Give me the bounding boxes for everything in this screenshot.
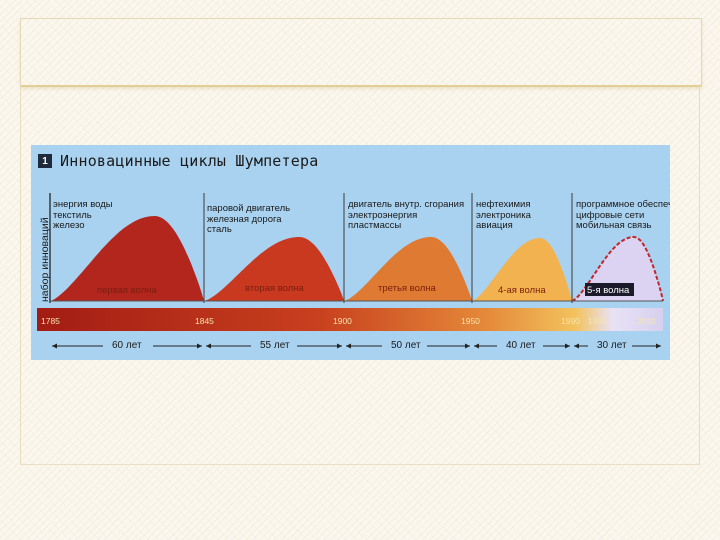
figure-title: Инновацинные циклы Шумпетера xyxy=(60,152,319,170)
y-axis-label: набор инноваций xyxy=(39,217,51,302)
wave-4-label: 4-ая волна xyxy=(498,285,546,296)
duration-arrowhead-5-left xyxy=(574,343,579,349)
year-label-1900: 1900 xyxy=(333,316,352,326)
duration-arrowhead-2-right xyxy=(337,343,342,349)
year-label-1785: 1785 xyxy=(41,316,60,326)
duration-arrowhead-2-left xyxy=(206,343,211,349)
wave-2-label: вторая волна xyxy=(245,283,305,294)
title-row: 1 Инновацинные циклы Шумпетера xyxy=(38,152,318,170)
innovations-wave-3: двигатель внутр. сгорания электроэнергия… xyxy=(348,199,465,231)
figure-number-badge: 1 xyxy=(38,154,52,168)
slide-frame-top xyxy=(20,18,702,87)
innovations-wave-2: паровой двигатель железная дорога сталь xyxy=(207,203,291,235)
duration-arrowhead-5-right xyxy=(656,343,661,349)
year-label-1845: 1845 xyxy=(195,316,214,326)
wave-3-area xyxy=(344,237,472,301)
year-label-1950: 1950 xyxy=(461,316,480,326)
innovations-wave-4: нефтехимия электроника авиация xyxy=(476,199,531,231)
slide-frame-left xyxy=(20,84,21,464)
duration-arrowhead-1-right xyxy=(197,343,202,349)
wave-1-area xyxy=(50,216,204,301)
schumpeter-cycles-figure: первая волна вторая волна третья волна 4-ая… xyxy=(31,145,670,360)
duration-arrowhead-3-right xyxy=(465,343,470,349)
year-label-1990: 1990 xyxy=(561,316,580,326)
duration-arrowhead-1-left xyxy=(52,343,57,349)
wave-4-area xyxy=(472,238,572,301)
slide-frame-bottom xyxy=(20,464,700,465)
duration-label-2: 55 лет xyxy=(260,340,290,351)
duration-arrowhead-4-right xyxy=(565,343,570,349)
duration-label-5: 30 лет xyxy=(597,340,627,351)
innovations-wave-1: энергия воды текстиль железо xyxy=(53,199,113,231)
wave-2-area xyxy=(204,237,344,301)
innovations-wave-5: программное обеспечение цифровые сети мо… xyxy=(576,199,670,231)
timeline-band xyxy=(37,308,663,331)
wave-5-label: 5-я волна xyxy=(587,285,630,296)
waves-graphic: первая волна вторая волна третья волна 4-ая… xyxy=(37,193,664,349)
duration-label-4: 40 лет xyxy=(506,340,536,351)
duration-arrowhead-4-left xyxy=(474,343,479,349)
wave-1-label: первая волна xyxy=(97,285,158,296)
year-label-1999: 1999 xyxy=(588,316,607,326)
wave-5-dashed-outline xyxy=(571,236,664,302)
wave-5-label-box xyxy=(585,283,634,296)
duration-label-3: 50 лет xyxy=(391,340,421,351)
duration-label-1: 60 лет xyxy=(112,340,142,351)
wave-3-label: третья волна xyxy=(378,283,436,294)
year-label-2020: 2020 xyxy=(637,316,656,326)
duration-arrowhead-3-left xyxy=(346,343,351,349)
slide-frame-right xyxy=(699,84,700,464)
